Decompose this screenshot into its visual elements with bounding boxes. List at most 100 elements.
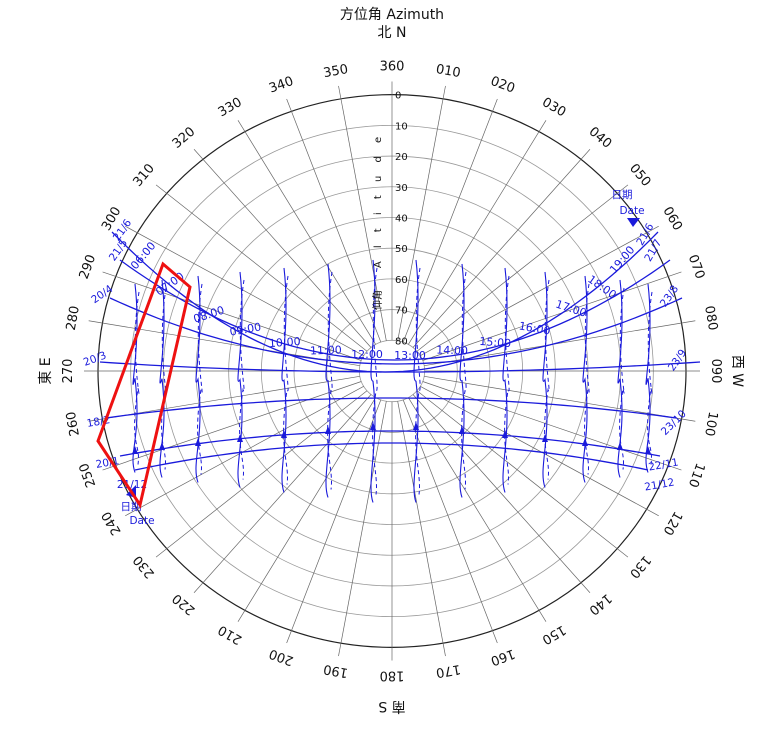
date-label-left: 21/5 bbox=[107, 237, 130, 263]
azimuth-tick-label: 060 bbox=[659, 204, 684, 233]
altitude-tick-label: 30 bbox=[395, 183, 408, 194]
azimuth-tick-label: 120 bbox=[659, 509, 684, 538]
sun-path-curve bbox=[105, 397, 677, 419]
east-label: 東 E bbox=[38, 357, 54, 384]
azimuth-tick-label: 350 bbox=[322, 62, 349, 81]
hour-label: 12:00 bbox=[351, 348, 383, 361]
azimuth-tick-label: 070 bbox=[685, 253, 708, 281]
direction-arrow bbox=[617, 442, 623, 450]
azimuth-tick-label: 270 bbox=[61, 359, 76, 384]
north-label: 北 N bbox=[378, 25, 407, 41]
azimuth-line bbox=[402, 98, 498, 343]
analemma-solid bbox=[281, 267, 287, 493]
analemma-dashed bbox=[647, 291, 653, 465]
azimuth-line bbox=[193, 148, 372, 348]
date-caption-cjk-right: 日期 bbox=[612, 189, 633, 201]
sun-path-curve bbox=[134, 442, 649, 471]
date-label-left: 20/3 bbox=[82, 350, 108, 369]
altitude-tick-label: 0 bbox=[395, 91, 401, 102]
azimuth-line bbox=[338, 85, 387, 341]
azimuth-tick-label: 030 bbox=[539, 95, 568, 120]
azimuth-line bbox=[412, 394, 591, 594]
azimuth-tick-label: 150 bbox=[539, 622, 568, 647]
hour-label: 09:00 bbox=[229, 320, 262, 338]
analemma-solid bbox=[237, 271, 243, 488]
azimuth-tick-label: 220 bbox=[170, 590, 199, 617]
hour-label: 16:00 bbox=[518, 319, 551, 337]
analemma-solid bbox=[617, 279, 623, 478]
sun-path-curve bbox=[111, 231, 659, 373]
direction-arrow bbox=[237, 434, 243, 442]
analemma-dashed bbox=[327, 271, 333, 490]
direction-arrow bbox=[459, 426, 465, 434]
azimuth-line bbox=[424, 320, 696, 367]
azimuth-tick-label: 100 bbox=[701, 410, 720, 437]
hour-label: 15:00 bbox=[479, 335, 512, 350]
analemma-dashed bbox=[415, 267, 421, 495]
analemma-solid bbox=[159, 279, 165, 478]
analemma-solid bbox=[459, 263, 465, 498]
altitude-tick-label: 10 bbox=[395, 121, 408, 132]
azimuth-tick-label: 190 bbox=[322, 661, 349, 680]
highlight-region bbox=[96, 261, 192, 509]
azimuth-line bbox=[102, 381, 362, 471]
azimuth-line bbox=[412, 148, 591, 348]
hour-label: 11:00 bbox=[310, 343, 342, 357]
analemma-dashed bbox=[239, 279, 245, 480]
azimuth-tick-label: 320 bbox=[170, 124, 199, 151]
sun-path-curve bbox=[119, 259, 671, 361]
analemma-solid bbox=[370, 259, 376, 503]
sun-path-curve bbox=[119, 430, 661, 457]
azimuth-tick-label: 340 bbox=[267, 74, 295, 97]
analemma-dashed bbox=[134, 291, 140, 465]
altitude-tick-label: 80 bbox=[395, 336, 408, 347]
sun-path-curves bbox=[99, 231, 701, 471]
azimuth-line bbox=[125, 225, 364, 356]
hour-label: 18:00 bbox=[585, 273, 618, 302]
azimuth-line bbox=[125, 386, 364, 517]
azimuth-line bbox=[397, 85, 446, 341]
direction-arrow bbox=[132, 446, 138, 454]
azimuth-line bbox=[420, 386, 659, 517]
analemma-solid bbox=[542, 271, 548, 488]
direction-arrow bbox=[542, 434, 548, 442]
analemma-solid bbox=[582, 275, 588, 483]
hour-label: 13:00 bbox=[394, 349, 426, 362]
azimuth-tick-label: 090 bbox=[708, 359, 723, 384]
date-label-right: 21/12 bbox=[644, 477, 676, 494]
azimuth-tick-label: 210 bbox=[216, 622, 245, 647]
date-label-right: 22/11 bbox=[648, 457, 680, 474]
direction-arrow bbox=[502, 430, 508, 438]
date-caption-right: 日期 Date bbox=[612, 189, 645, 227]
analemma-solid bbox=[413, 259, 419, 503]
azimuth-line bbox=[402, 399, 498, 644]
analemma-solid bbox=[502, 267, 508, 493]
azimuth-line bbox=[420, 225, 659, 356]
sun-path-curve bbox=[99, 361, 701, 373]
direction-arrow bbox=[281, 430, 287, 438]
analemma-dashed bbox=[372, 267, 378, 495]
south-label: 南 S bbox=[378, 698, 405, 714]
chart-title: 方位角 Azimuth bbox=[340, 7, 444, 23]
azimuth-line bbox=[286, 399, 382, 644]
azimuth-tick-label: 200 bbox=[267, 645, 295, 668]
date-caption-arrow-right bbox=[627, 218, 640, 227]
azimuth-line bbox=[397, 401, 446, 657]
date-caption-left-text: Date bbox=[129, 515, 154, 527]
azimuth-line bbox=[155, 184, 368, 352]
azimuth-tick-label: 310 bbox=[130, 161, 157, 190]
altitude-tick-label: 40 bbox=[395, 214, 408, 225]
analemma-dashed bbox=[619, 287, 625, 470]
azimuth-tick-label: 080 bbox=[701, 305, 720, 332]
azimuth-line bbox=[408, 397, 547, 622]
hour-label: 06:00 bbox=[128, 239, 158, 272]
azimuth-line bbox=[422, 271, 682, 361]
altitude-tick-label: 70 bbox=[395, 306, 408, 317]
azimuth-line bbox=[155, 390, 368, 558]
analemma-dashed bbox=[544, 279, 550, 480]
hour-label: 17:00 bbox=[554, 298, 588, 320]
hour-label: 08:00 bbox=[192, 304, 226, 326]
hour-label: 10:00 bbox=[268, 335, 301, 350]
date-label-right: 23/10 bbox=[659, 408, 689, 438]
